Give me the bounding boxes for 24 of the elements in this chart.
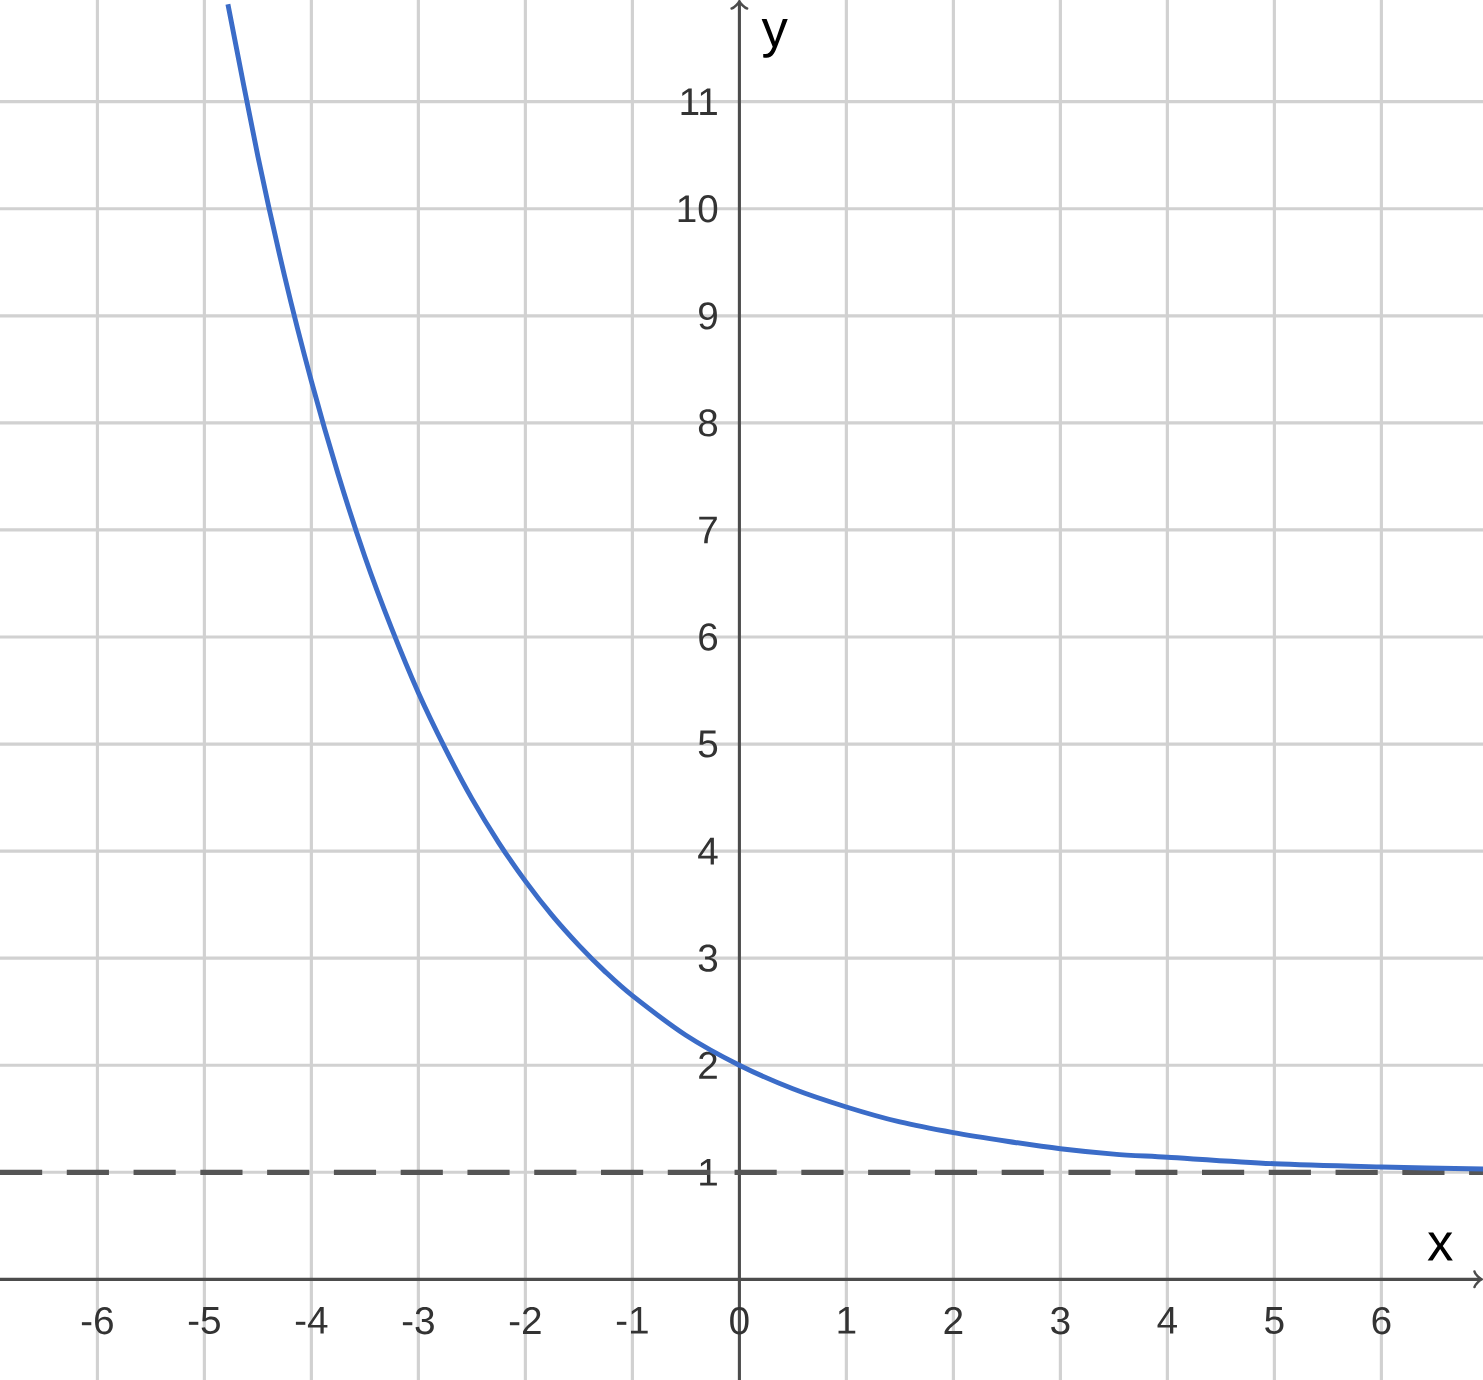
x-tick-label: -1 xyxy=(616,1307,648,1334)
x-tick-label: -4 xyxy=(295,1307,328,1334)
x-tick-label: 4 xyxy=(1157,1307,1177,1334)
x-tick-label: -5 xyxy=(188,1307,220,1334)
y-tick-label: 3 xyxy=(698,944,718,972)
y-tick-label: 4 xyxy=(698,837,718,865)
y-tick-label: 11 xyxy=(681,88,717,115)
x-tick-label: 3 xyxy=(1051,1307,1070,1335)
y-tick-label: 8 xyxy=(698,409,718,437)
y-tick-label: 2 xyxy=(699,1051,717,1079)
x-tick-label: -2 xyxy=(509,1307,541,1334)
x-tick-label: 5 xyxy=(1265,1307,1284,1334)
x-tick-label: 2 xyxy=(944,1307,963,1334)
x-axis-title: x xyxy=(1427,1232,1453,1261)
x-tick-label: -3 xyxy=(402,1307,434,1335)
x-tick-label: 1 xyxy=(838,1307,856,1334)
y-tick-label: 10 xyxy=(678,195,718,223)
y-axis-title: y xyxy=(761,18,788,58)
y-tick-label: 7 xyxy=(699,516,717,544)
x-tick-label: 6 xyxy=(1372,1307,1391,1335)
y-tick-label: 6 xyxy=(699,623,718,651)
y-tick-label: 5 xyxy=(698,730,718,758)
y-tick-label: 9 xyxy=(699,302,717,330)
x-tick-label: -6 xyxy=(81,1307,113,1335)
